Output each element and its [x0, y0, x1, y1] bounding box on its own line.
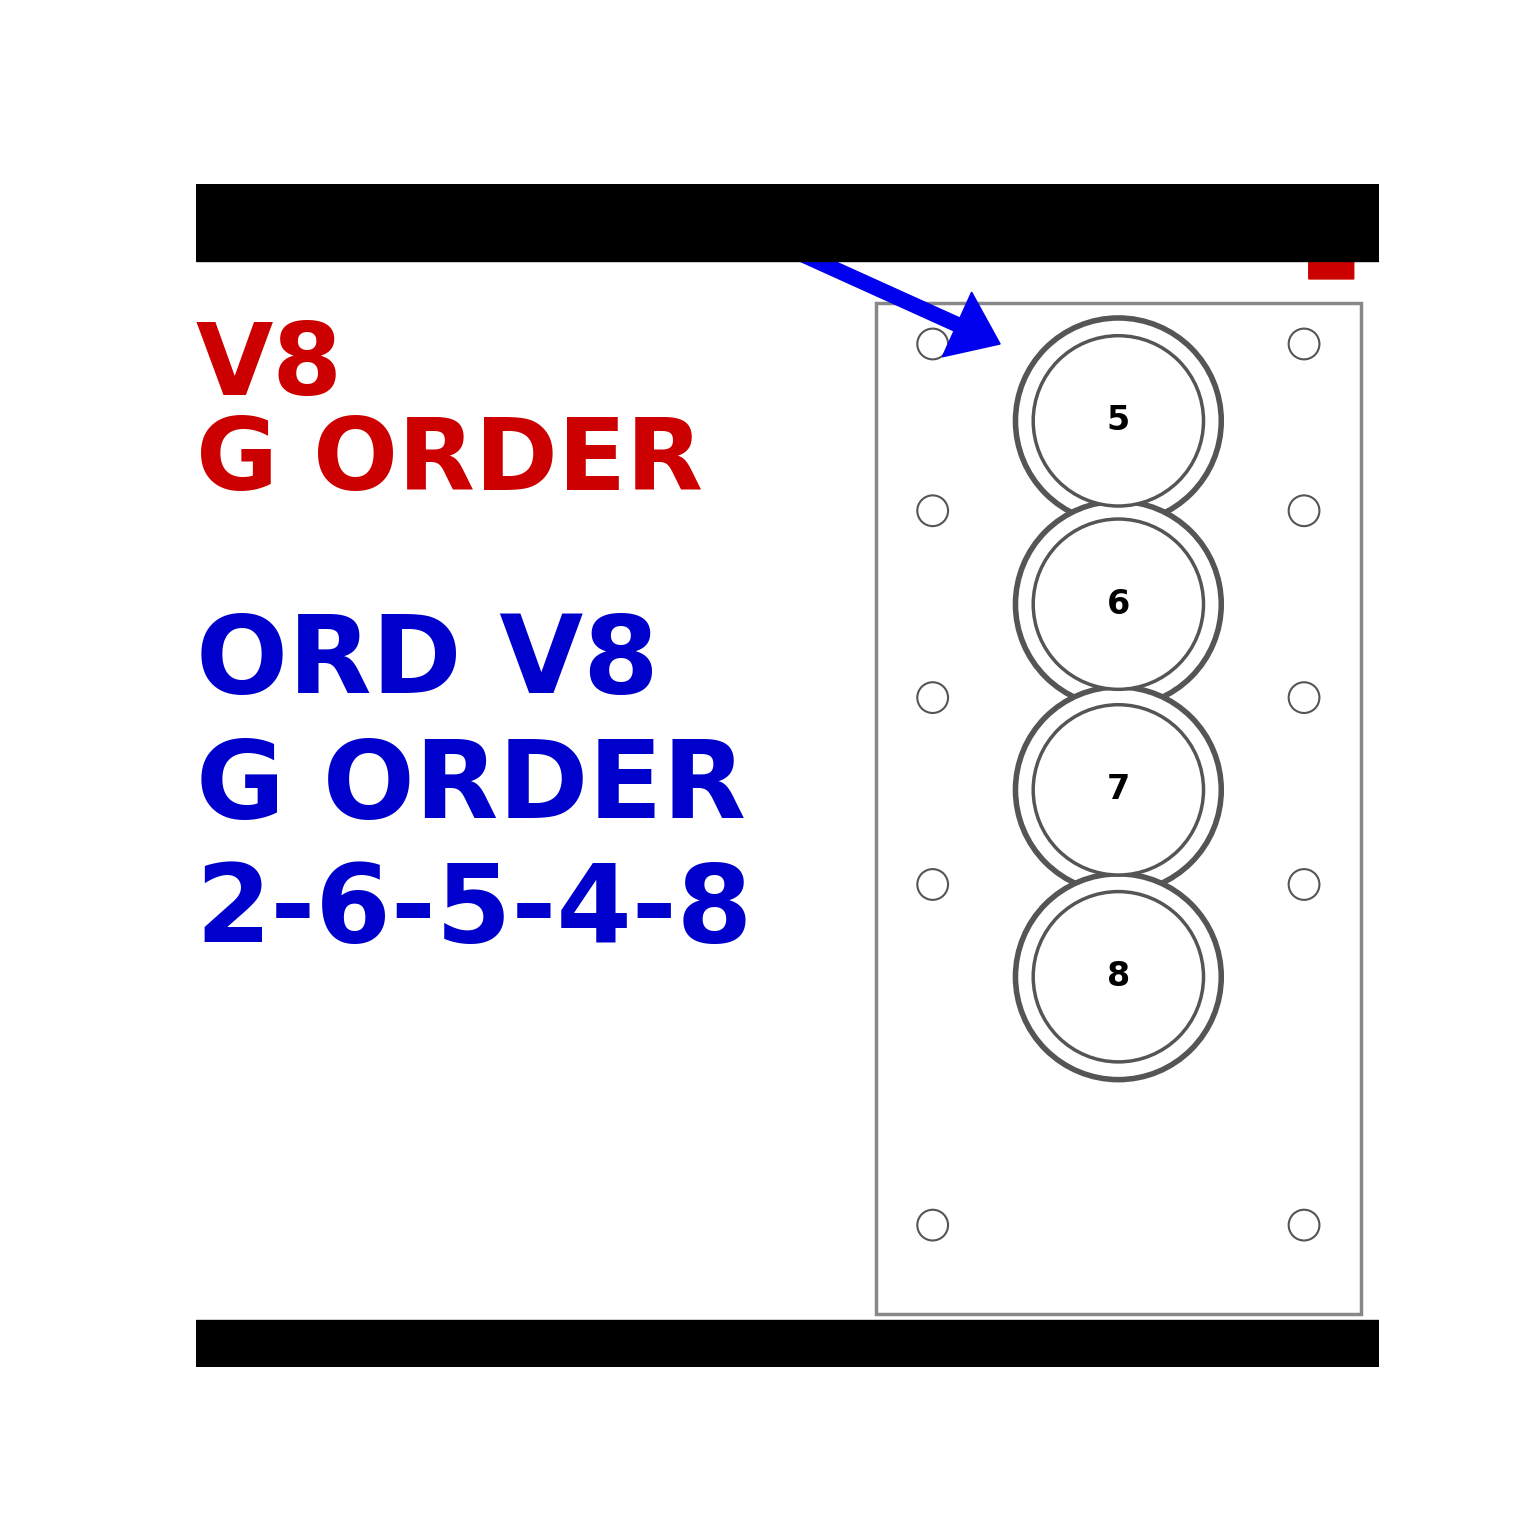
Circle shape [1289, 682, 1319, 713]
Bar [876, 303, 1361, 1313]
Circle shape [1289, 496, 1319, 527]
Circle shape [1034, 519, 1204, 690]
Circle shape [917, 1210, 948, 1241]
Text: G ORDER: G ORDER [197, 413, 703, 511]
Text: ORD V8: ORD V8 [197, 610, 659, 716]
Circle shape [1289, 869, 1319, 900]
Circle shape [917, 496, 948, 527]
Circle shape [1289, 1210, 1319, 1241]
Text: 5: 5 [1107, 404, 1130, 438]
FancyArrow shape [1287, 190, 1376, 280]
Bar [197, 1319, 1379, 1367]
Text: V8: V8 [197, 319, 343, 416]
Text: 8: 8 [1107, 960, 1130, 994]
Text: G ORDER: G ORDER [197, 734, 746, 840]
Circle shape [1034, 336, 1204, 505]
FancyArrow shape [748, 226, 1000, 356]
Circle shape [1015, 501, 1221, 707]
Text: 6: 6 [1107, 588, 1130, 621]
Text: 7: 7 [1107, 773, 1130, 806]
Circle shape [1015, 874, 1221, 1080]
Circle shape [1015, 687, 1221, 892]
Circle shape [917, 682, 948, 713]
Circle shape [1289, 329, 1319, 359]
Circle shape [1034, 705, 1204, 876]
Circle shape [1034, 891, 1204, 1061]
Circle shape [917, 869, 948, 900]
Text: 2-6-5-4-8: 2-6-5-4-8 [197, 859, 753, 965]
Bar [197, 184, 1379, 261]
Circle shape [917, 329, 948, 359]
Circle shape [1015, 318, 1221, 524]
